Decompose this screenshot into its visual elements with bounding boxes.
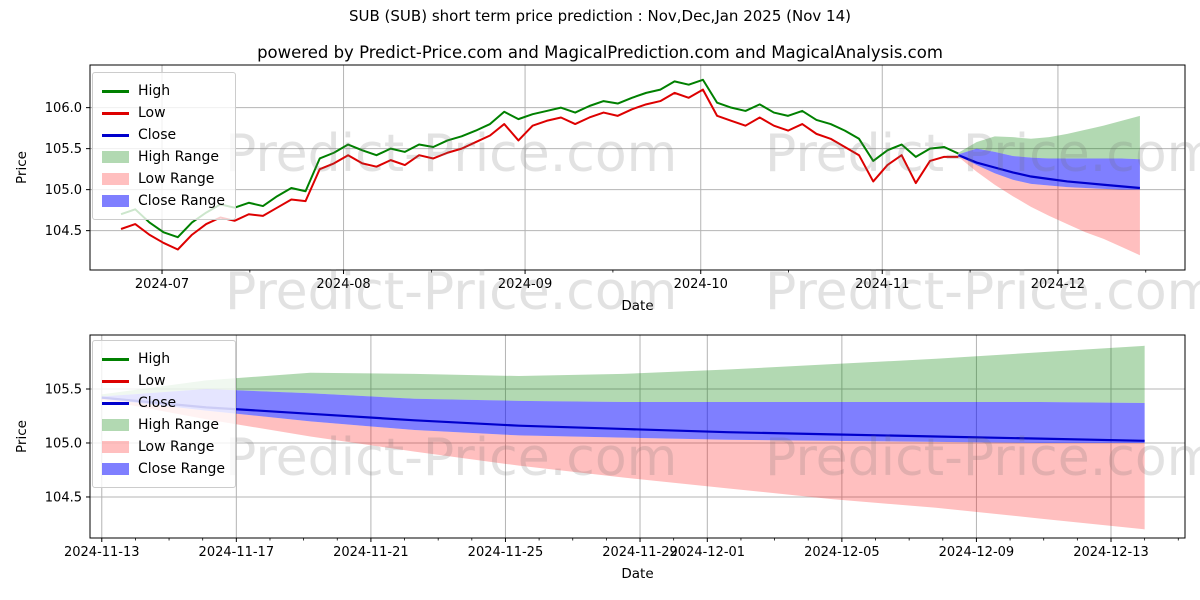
x-tick-label: 2024-12 [1031,277,1085,292]
y-tick-label: 104.5 [45,224,82,239]
legend-item-low-range: Low Range [102,436,225,458]
legend-item-close: Close [102,392,225,414]
bottom-legend: High Low Close High Range Low Range Close Ran… [92,340,236,488]
legend-swatch-line [102,133,129,137]
legend-item-high-range: High Range [102,146,225,168]
x-tick-label: 2024-11-13 [64,545,140,560]
legend-swatch-line [102,89,129,93]
legend-label: Close Range [138,193,225,209]
low-range-band [958,156,1140,256]
legend-item-close-range: Close Range [102,458,225,480]
x-tick-label: 2024-11-21 [333,545,409,560]
y-axis-label: Price [14,420,30,453]
x-axis-label: Date [621,298,653,314]
legend-swatch-box [102,151,129,163]
legend-label: Close Range [138,461,225,477]
y-tick-label: 105.0 [45,183,82,198]
legend-label: High Range [138,149,219,165]
legend-swatch-box [102,419,129,431]
legend-item-high-range: High Range [102,414,225,436]
legend-item-high: High [102,348,225,370]
legend-item-high: High [102,80,225,102]
x-tick-label: 2024-07 [135,277,189,292]
legend-label: High Range [138,417,219,433]
high-range-band [101,345,1145,404]
y-tick-label: 105.5 [45,142,82,157]
legend-label: Close [138,127,177,143]
legend-item-low: Low [102,370,225,392]
legend-swatch-line [102,379,129,383]
top-chart: 104.5 105.0 105.5 106.0 2024-07 2024-08 2024-0… [14,64,1186,314]
top-legend: High Low Close High Range Low Range Close Ran… [92,72,236,220]
y-axis-label: Price [14,151,30,184]
low-range-band [101,398,1145,530]
legend-item-low-range: Low Range [102,168,225,190]
legend-label: Low Range [138,171,215,187]
high-range-band [958,115,1140,160]
x-tick-label: 2024-11-17 [199,545,275,560]
legend-item-close-range: Close Range [102,190,225,212]
legend-swatch-box [102,463,129,475]
y-tick-label: 104.5 [45,490,82,505]
plot-border [89,64,1186,271]
legend-swatch-line [102,111,129,115]
bottom-chart: 104.5 105.0 105.5 2024-11-13 2024-11-17 2024-… [14,334,1186,582]
plot-border [89,334,1186,539]
x-tick-label: 2024-11-25 [468,545,544,560]
close-range-band [958,148,1140,190]
legend-label: Low Range [138,439,215,455]
x-tick-label: 2024-08 [316,277,370,292]
legend-label: Low [138,105,166,121]
x-tick-label: 2024-12-13 [1073,545,1149,560]
legend-swatch-box [102,195,129,207]
chart-title: SUB (SUB) short term price prediction : … [349,7,851,25]
x-tick-label: 2024-12-05 [804,545,880,560]
x-tick-label: 2024-11 [855,277,909,292]
close-range-band [101,388,1145,443]
close-forecast-line [101,396,1145,442]
x-tick-label: 2024-10 [674,277,728,292]
legend-item-low: Low [102,102,225,124]
legend-swatch-line [102,401,129,405]
high-line [120,78,959,239]
x-tick-label: 2024-11-29 [602,545,678,560]
legend-label: High [138,351,171,367]
legend-swatch-box [102,441,129,453]
y-tick-label: 105.5 [45,382,82,397]
legend-swatch-box [102,173,129,185]
legend-label: Close [138,395,177,411]
legend-swatch-line [102,357,129,361]
close-forecast-line [957,154,1141,190]
legend-label: High [138,83,171,99]
x-axis-label: Date [621,566,653,582]
x-tick-label: 2024-12-01 [670,545,746,560]
legend-item-close: Close [102,124,225,146]
y-tick-label: 106.0 [45,101,82,116]
legend-label: Low [138,373,166,389]
y-tick-label: 105.0 [45,436,82,451]
chart-subtitle: powered by Predict-Price.com and Magical… [257,43,943,62]
x-tick-label: 2024-09 [498,277,552,292]
low-line [120,88,959,251]
x-tick-label: 2024-12-09 [939,545,1015,560]
